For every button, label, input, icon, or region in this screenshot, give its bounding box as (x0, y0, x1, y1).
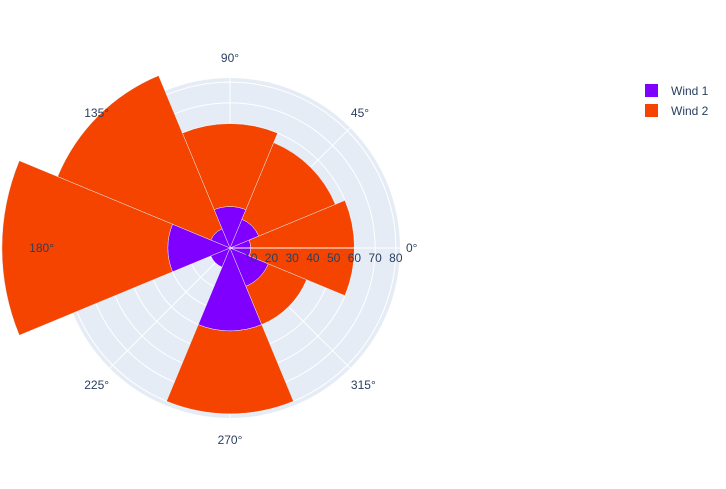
angular-tick-label: 270° (218, 433, 243, 447)
bar[interactable] (57, 75, 223, 241)
radial-tick-label: 20 (265, 251, 279, 265)
bar[interactable] (1, 160, 173, 336)
radial-tick-label: 80 (389, 251, 403, 265)
legend-swatch (645, 84, 658, 97)
radial-tick-label: 40 (306, 251, 320, 265)
angular-tick-label: 225° (84, 378, 109, 392)
angular-tick-label: 90° (221, 51, 239, 65)
angular-tick-label: 315° (351, 378, 376, 392)
legend-item[interactable]: Wind 1 (645, 84, 709, 98)
angular-tick-label: 180° (29, 241, 54, 255)
angular-gridline (109, 247, 231, 369)
radial-tick-label: 30 (286, 251, 300, 265)
legend-label: Wind 2 (671, 104, 709, 118)
bar[interactable] (166, 324, 294, 415)
legend-swatch (645, 104, 658, 117)
radial-axis: 10 20 30 40 50 60 70 80 (230, 247, 403, 265)
legend-item[interactable]: Wind 2 (645, 104, 709, 118)
radial-tick-label: 60 (348, 251, 362, 265)
legend-label: Wind 1 (671, 84, 709, 98)
angular-tick-label: 0° (406, 241, 418, 255)
radial-tick-label: 50 (327, 251, 341, 265)
radial-tick-label: 10 (244, 251, 258, 265)
bars (1, 75, 355, 415)
angular-tick-label: 135° (84, 106, 109, 120)
angular-tick-label: 45° (351, 106, 369, 120)
radial-tick-label: 70 (368, 251, 382, 265)
bar[interactable] (245, 263, 307, 325)
series-0 (167, 206, 269, 332)
legend[interactable]: Wind 1 Wind 2 (645, 84, 709, 118)
bar[interactable] (241, 142, 336, 237)
angular-axis: 0° 45° 90° 135° 180° 225° 270° 315° (29, 51, 418, 447)
